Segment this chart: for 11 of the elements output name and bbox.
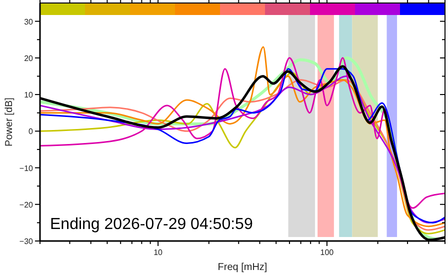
y-tick-label: −30: [19, 237, 34, 246]
y-tick-label: 30: [24, 17, 34, 26]
y-axis-title: Power [dB]: [4, 97, 15, 146]
y-tick-label: −20: [19, 200, 34, 210]
x-tick-label: 100: [320, 248, 334, 257]
y-tick-label: 0: [28, 127, 34, 136]
y-tick-label: −10: [19, 164, 34, 173]
annotation: Ending 2026-07-29 04:50:59: [50, 216, 253, 233]
y-tick-label: 20: [24, 54, 34, 63]
y-tick-label: 10: [24, 90, 34, 100]
x-axis-title: Freq [mHz]: [218, 262, 268, 273]
